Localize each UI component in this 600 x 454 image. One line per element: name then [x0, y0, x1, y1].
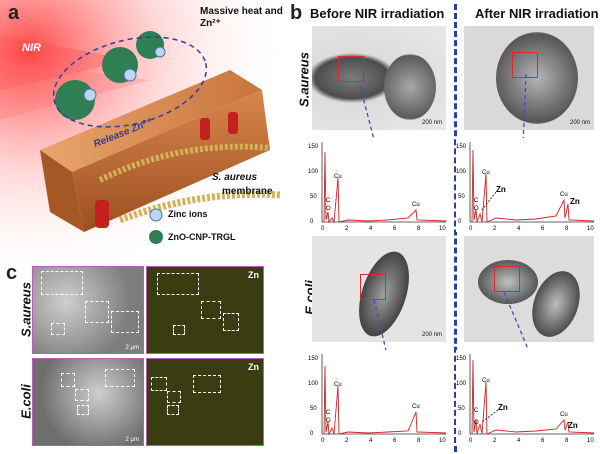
x-tick: 6 [541, 226, 545, 232]
sem-ecoli-scale: 2 μm [125, 437, 139, 443]
peak-cu-label-2: Cu [412, 404, 420, 410]
x-tick: 6 [393, 438, 397, 444]
peak-c-label: C [326, 410, 331, 416]
y-tick: 150 [456, 144, 467, 150]
panel-a-letter: a [8, 2, 20, 24]
x-tick: 6 [541, 438, 545, 444]
y-tick: 100 [308, 381, 319, 387]
peak-cu-label-2: Cu [412, 202, 420, 208]
x-tick: 4 [517, 438, 521, 444]
peak-c-label: C [474, 408, 479, 414]
x-tick: 6 [393, 226, 397, 232]
membrane-label-word: membrane [222, 186, 273, 197]
panel-a: a NIR Massive heat and Zn²⁺ Release Zn²⁺… [0, 0, 290, 262]
y-tick: 150 [456, 356, 467, 362]
peak-cu-label: Cu [334, 174, 342, 180]
peak-cu-label: Cu [334, 382, 342, 388]
heat-label: Massive heat and Zn²⁺ [200, 6, 283, 29]
x-tick: 0 [321, 226, 325, 232]
x-tick: 4 [369, 226, 373, 232]
panel-b-letter: b [290, 2, 303, 24]
zn-map-saureus: Zn [146, 266, 264, 354]
x-tick: 8 [417, 438, 421, 444]
x-tick: 10 [587, 438, 594, 444]
eds-saureus-before: 0 50 100 150 0 2 4 6 8 10 Cu C O Cu [308, 138, 450, 232]
x-tick: 0 [469, 438, 473, 444]
membrane-slab-front [72, 90, 270, 232]
x-tick: 8 [565, 226, 569, 232]
x-tick: 10 [439, 226, 446, 232]
legend-zinc-ions: Zinc ions [168, 209, 208, 219]
y-tick: 100 [456, 381, 467, 387]
panel-b: b Before NIR irradiation After NIR irrad… [290, 0, 600, 454]
peak-cu-label-2: Cu [560, 412, 568, 418]
x-tick: 8 [565, 438, 569, 444]
eds-ecoli-before: 0 50 100 150 0 2 4 6 8 10 Cu C O Cu [308, 350, 450, 444]
peak-o-label: O [474, 420, 479, 426]
eds-saureus-after: 0 50 100 150 0 2 4 6 8 10 Cu C O Zn Cu Z… [456, 138, 598, 232]
peak-cu-label: Cu [482, 170, 490, 176]
x-tick: 4 [369, 438, 373, 444]
y-tick: 0 [458, 431, 462, 437]
tem-ecoli-after [464, 236, 594, 342]
x-tick: 10 [587, 226, 594, 232]
peak-c-label: C [474, 198, 479, 204]
peak-o-label: O [326, 206, 331, 212]
y-tick: 0 [310, 219, 314, 225]
membrane-slab-side [40, 150, 84, 232]
membrane-slab-top [40, 70, 262, 172]
x-tick: 2 [345, 226, 349, 232]
x-tick: 0 [321, 438, 325, 444]
sem-saureus: 2 μm [32, 266, 144, 354]
y-tick: 150 [308, 144, 319, 150]
sem-ecoli: 2 μm [32, 358, 144, 446]
nir-label: NIR [22, 42, 41, 54]
tem-saureus-after: 200 nm [464, 26, 594, 130]
x-tick: 2 [493, 226, 497, 232]
header-before: Before NIR irradiation [310, 6, 445, 21]
panel-c-letter: c [6, 262, 18, 284]
zn-map-saureus-label: Zn [248, 270, 259, 280]
panel-a-illustration [0, 0, 290, 262]
tem-ecoli-before: 200 nm [312, 236, 446, 342]
tem-saureus-before-scale: 200 nm [421, 120, 442, 126]
peak-o-label: O [474, 206, 479, 212]
peak-zn-label: Zn [496, 185, 506, 194]
y-tick: 100 [308, 169, 319, 175]
y-tick: 0 [310, 431, 314, 437]
tem-saureus-before: 200 nm [312, 26, 446, 130]
x-tick: 0 [469, 226, 473, 232]
peak-cu-label: Cu [482, 378, 490, 384]
eds-ecoli-after: 0 50 100 150 0 2 4 6 8 10 Cu C O Zn Cu Z… [456, 350, 598, 444]
y-tick: 50 [310, 406, 317, 412]
x-tick: 2 [345, 438, 349, 444]
panel-c: c S.aureus E.coli 2 μm Zn 2 μm Zn [0, 262, 292, 454]
peak-zn-label-2: Zn [568, 421, 578, 430]
y-tick: 50 [310, 194, 317, 200]
y-tick: 50 [458, 406, 465, 412]
x-tick: 8 [417, 226, 421, 232]
legend-nanoparticle: ZnO-CNP-TRGL [168, 232, 236, 242]
peak-zn-label-2: Zn [570, 197, 580, 206]
tem-saureus-after-scale: 200 nm [569, 120, 590, 126]
y-tick: 100 [456, 169, 467, 175]
x-tick: 2 [493, 438, 497, 444]
zn-map-ecoli: Zn [146, 358, 264, 446]
x-tick: 10 [439, 438, 446, 444]
y-tick: 0 [458, 219, 462, 225]
peak-cu-label-2: Cu [560, 192, 568, 198]
tem-ecoli-before-scale: 200 nm [421, 332, 442, 338]
sem-saureus-scale: 2 μm [125, 345, 139, 351]
membrane-label-species: S. aureus [212, 172, 258, 183]
divider [454, 4, 457, 452]
peak-c-label: C [326, 198, 331, 204]
peak-zn-label: Zn [498, 403, 508, 412]
y-tick: 150 [308, 356, 319, 362]
peak-o-label: O [326, 418, 331, 424]
zn-map-ecoli-label: Zn [248, 362, 259, 372]
x-tick: 4 [517, 226, 521, 232]
y-tick: 50 [458, 194, 465, 200]
header-after: After NIR irradiation [475, 6, 599, 21]
